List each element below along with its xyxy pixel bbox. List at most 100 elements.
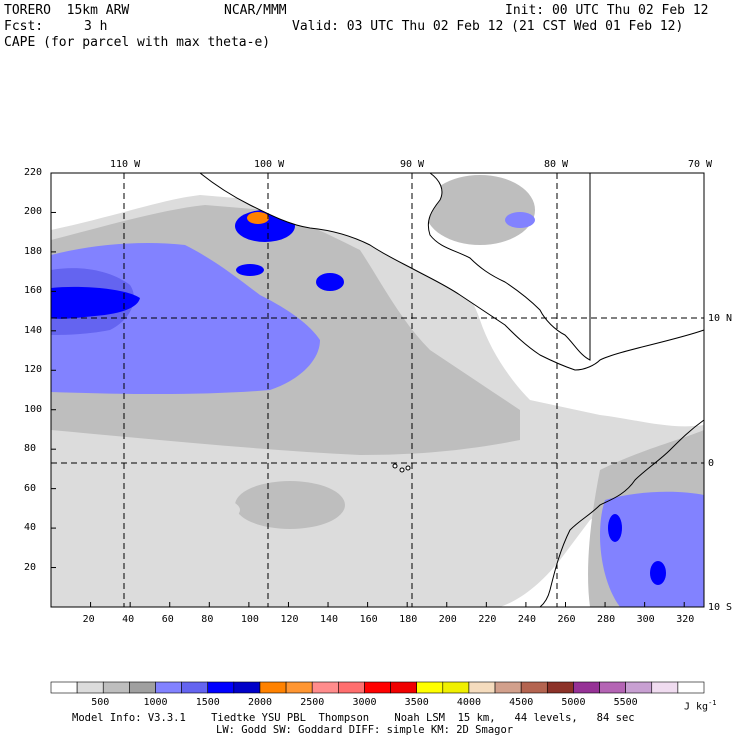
colorbar-swatch (390, 681, 417, 694)
x-tick-label: 80 (201, 614, 214, 625)
colorbar-label: 3000 (352, 697, 377, 708)
colorbar-swatch (364, 681, 391, 694)
x-tick-label: 160 (359, 614, 378, 625)
cape-area-gulf (425, 175, 535, 245)
colorbar-swatch (259, 681, 287, 694)
x-tick-label: 300 (636, 614, 655, 625)
colorbar-swatch (207, 681, 235, 694)
colorbar-swatch (155, 681, 182, 694)
init-time: Init: 00 UTC Thu 02 Feb 12 (505, 3, 709, 18)
x-tick-label: 140 (320, 614, 339, 625)
forecast-label: Fcst: (4, 19, 44, 34)
x-tick-label: 60 (161, 614, 174, 625)
colorbar-swatch (311, 681, 339, 694)
y-tick-label: 160 (24, 285, 43, 297)
colorbar-label: 5000 (561, 697, 586, 708)
colorbar-label: 1500 (195, 697, 220, 708)
colorbar-swatch (494, 681, 522, 694)
y-tick-label: 100 (24, 403, 43, 415)
cape-cell-sa-1 (608, 514, 622, 542)
colorbar-swatch (181, 681, 209, 694)
lon-label-100w: 100 W (254, 159, 285, 170)
model-info-line1: Model Info: V3.3.1 Tiedtke YSU PBL Thomp… (72, 712, 635, 724)
y-tick-label: 140 (24, 324, 43, 336)
graticule (51, 173, 704, 607)
x-tick-label: 260 (557, 614, 576, 625)
colorbar-units: J kg-1 (684, 699, 717, 713)
colorbar-swatch (573, 681, 600, 694)
lat-label-0: 0 (708, 458, 715, 469)
x-tick-label: 240 (517, 614, 536, 625)
y-tick-label: 220 (24, 167, 43, 178)
x-tick-label: 180 (399, 614, 418, 625)
forecast-hour: 3 h (84, 19, 108, 34)
galapagos-island (405, 465, 411, 471)
cape-area-south (235, 481, 345, 529)
lat-label-10s: 10 S (708, 602, 733, 613)
x-tick-label: 40 (122, 614, 135, 625)
cape-cell-3 (316, 273, 344, 291)
colorbar-label: 2500 (300, 697, 325, 708)
colorbar-swatch (50, 681, 78, 694)
cape-peak-orange (247, 212, 269, 224)
x-tick-label: 200 (438, 614, 457, 625)
colorbar-swatch (76, 681, 104, 694)
valid-time: Valid: 03 UTC Thu 02 Feb 12 (21 CST Wed … (292, 19, 684, 34)
lon-label-80w: 80 W (544, 159, 569, 170)
y-axis-ticks (51, 172, 56, 569)
lat-label-10n: 10 N (708, 313, 733, 324)
south-america-land (538, 419, 705, 608)
cape-area-sa-blue (600, 491, 704, 607)
colorbar-swatch (546, 681, 574, 694)
colorbar-swatch (129, 681, 156, 694)
colorbar-swatch (468, 681, 496, 694)
cape-cell-gulf (505, 212, 535, 228)
colorbar-swatch (233, 681, 261, 694)
galapagos-island (399, 467, 405, 473)
y-tick-label: 20 (24, 561, 37, 573)
model-info-line2: LW: Godd SW: Goddard DIFF: simple KM: 2D… (216, 724, 514, 736)
x-tick-label: 320 (676, 614, 695, 625)
x-tick-label: 220 (478, 614, 497, 625)
colorbar-label: 2000 (247, 697, 273, 708)
lon-label-110w: 110 W (110, 159, 141, 170)
cape-max-west (51, 286, 140, 319)
model-title: TORERO 15km ARW (4, 3, 130, 18)
x-tick-label: 100 (240, 614, 259, 625)
colorbar-swatch (102, 681, 130, 694)
colorbar-swatch (442, 681, 470, 694)
central-america-land (198, 172, 705, 371)
colorbar-swatch (338, 681, 365, 694)
colorbar-label: 4000 (456, 697, 481, 708)
y-tick-label: 200 (24, 206, 43, 218)
cape-cell-sa-2 (650, 561, 666, 585)
y-tick-label: 120 (24, 364, 43, 376)
y-tick-label: 80 (24, 443, 37, 455)
cape-shading (51, 175, 704, 607)
colorbar-swatch (651, 681, 679, 694)
coastlines (198, 172, 705, 608)
colorbar-swatch (520, 681, 548, 694)
colorbar-label: 500 (91, 697, 110, 708)
colorbar (50, 681, 705, 694)
colorbar-label: 5500 (613, 697, 638, 708)
plot-frame (50, 172, 705, 608)
colorbar-swatch (677, 681, 705, 694)
colorbar-label: 3500 (404, 697, 429, 708)
colorbar-swatch (416, 681, 444, 694)
cape-area-south-light (140, 494, 240, 526)
y-tick-label: 180 (24, 245, 43, 257)
colorbar-swatch (285, 681, 313, 694)
lon-label-70w: 70 W (688, 159, 713, 170)
org-label: NCAR/MMM (224, 3, 287, 18)
colorbar-label: 1000 (143, 697, 168, 708)
x-axis-ticks (90, 602, 685, 607)
y-tick-label: 60 (24, 482, 37, 494)
x-tick-label: 20 (82, 614, 95, 625)
plot-area (50, 172, 705, 608)
x-tick-label: 120 (280, 614, 299, 625)
galapagos-island (392, 463, 398, 469)
field-name: CAPE (for parcel with max theta-e) (4, 35, 271, 50)
lon-label-90w: 90 W (400, 159, 425, 170)
